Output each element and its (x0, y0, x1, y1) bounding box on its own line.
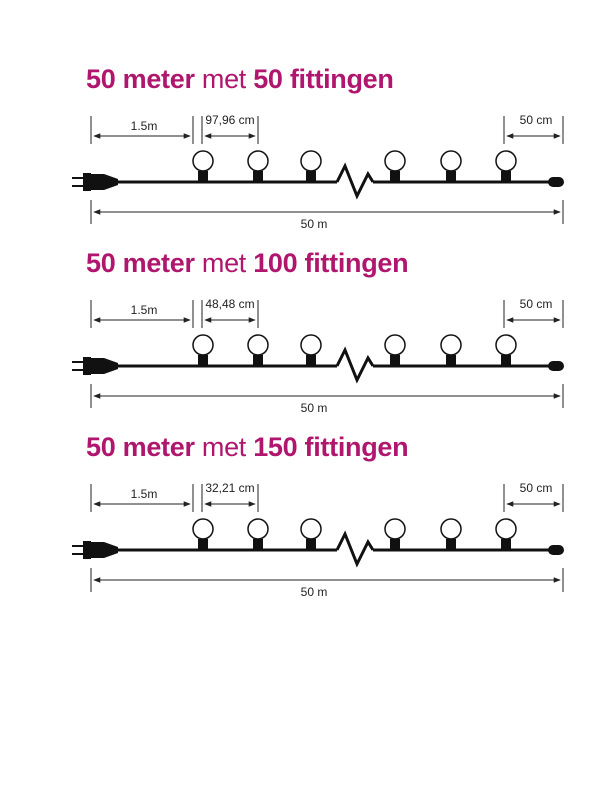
bulb-icon (440, 334, 462, 367)
break-zigzag-icon (335, 346, 375, 384)
lead-length-dimension: 1.5m (90, 300, 194, 328)
total-length-label: 50 m (301, 401, 328, 415)
light-string-diagram: 1.5m 48,48 cm 50 cm (72, 297, 564, 415)
end-length-label: 50 cm (520, 297, 553, 311)
bulb-spacing-dimension: 32,21 cm (201, 481, 259, 512)
bulb-icon (495, 334, 517, 367)
bulb-icon (247, 518, 269, 551)
total-length-dimension: 50 m (90, 384, 564, 415)
cable (118, 346, 564, 384)
bulb-spacing-label: 97,96 cm (205, 113, 254, 127)
bulb-spacing-label: 32,21 cm (205, 481, 254, 495)
total-length-label: 50 m (301, 217, 328, 231)
section-title: 50 meter met 100 fittingen (86, 246, 409, 280)
title-length: 50 meter (86, 432, 195, 462)
plug-icon (72, 173, 118, 191)
bulb-icon (495, 150, 517, 183)
bulb-icon (192, 334, 214, 367)
lead-length-label: 1.5m (131, 487, 158, 501)
bulb-icon (384, 518, 406, 551)
title-length: 50 meter (86, 64, 195, 94)
lead-length-dimension: 1.5m (90, 484, 194, 512)
bulb-icon (384, 334, 406, 367)
break-zigzag-icon (335, 162, 375, 200)
string-diagram-section-2: 50 meter met 100 fittingen 1.5m 48,48 cm… (0, 246, 600, 436)
end-length-dimension: 50 cm (503, 481, 564, 512)
plug-icon (72, 357, 118, 375)
bulb-spacing-dimension: 48,48 cm (201, 297, 259, 328)
title-connector: met (201, 432, 246, 462)
string-diagram-section-3: 50 meter met 150 fittingen 1.5m 32,21 cm… (0, 430, 600, 620)
total-length-dimension: 50 m (90, 568, 564, 599)
title-connector: met (201, 248, 246, 278)
end-length-dimension: 50 cm (503, 297, 564, 328)
total-length-dimension: 50 m (90, 200, 564, 231)
bulb-icon (300, 334, 322, 367)
cable (118, 162, 564, 200)
bulb-icon (300, 518, 322, 551)
string-diagram-section-1: 50 meter met 50 fittingen 1.5m 97,96 cm (0, 62, 600, 252)
bulb-icon (192, 150, 214, 183)
cable-end-cap-icon (548, 545, 564, 555)
bulb-icon (440, 518, 462, 551)
bulb-icon (247, 334, 269, 367)
bulb-spacing-dimension: 97,96 cm (201, 113, 259, 144)
end-length-label: 50 cm (520, 481, 553, 495)
lead-length-label: 1.5m (131, 303, 158, 317)
bulb-icon (300, 150, 322, 183)
section-title: 50 meter met 50 fittingen (86, 62, 394, 96)
title-length: 50 meter (86, 248, 195, 278)
bulb-icon (440, 150, 462, 183)
plug-icon (72, 541, 118, 559)
cable-end-cap-icon (548, 361, 564, 371)
bulb-icon (247, 150, 269, 183)
total-length-label: 50 m (301, 585, 328, 599)
break-zigzag-icon (335, 530, 375, 568)
light-string-diagram: 1.5m 97,96 cm 50 cm (72, 113, 564, 231)
title-connector: met (201, 64, 246, 94)
bulb-icon (192, 518, 214, 551)
bulb-spacing-label: 48,48 cm (205, 297, 254, 311)
bulb-icon (495, 518, 517, 551)
title-fittings: 50 fittingen (253, 64, 394, 94)
cable-end-cap-icon (548, 177, 564, 187)
cable (118, 530, 564, 568)
end-length-dimension: 50 cm (503, 113, 564, 144)
title-fittings: 100 fittingen (253, 248, 409, 278)
light-string-diagram: 1.5m 32,21 cm 50 cm (72, 481, 564, 599)
section-title: 50 meter met 150 fittingen (86, 430, 409, 464)
lead-length-label: 1.5m (131, 119, 158, 133)
lead-length-dimension: 1.5m (90, 116, 194, 144)
title-fittings: 150 fittingen (253, 432, 409, 462)
end-length-label: 50 cm (520, 113, 553, 127)
bulb-icon (384, 150, 406, 183)
